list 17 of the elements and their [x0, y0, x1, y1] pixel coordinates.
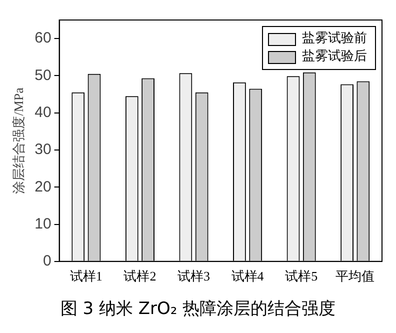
legend-label: 盐雾试验后	[302, 48, 367, 66]
y-axis-title: 涂层结合强度/MPa	[11, 87, 26, 194]
y-tick-label: 10	[34, 215, 52, 232]
x-tick-label: 试样2	[124, 268, 156, 284]
y-tick-label: 20	[34, 178, 52, 196]
x-tick-label: 试样4	[231, 268, 264, 284]
x-tick-label: 试样5	[285, 268, 318, 284]
legend-label: 盐雾试验前	[302, 30, 367, 48]
x-tick-label: 试样3	[178, 268, 210, 284]
y-tick-label: 40	[34, 104, 52, 121]
x-tick-label: 平均值	[336, 268, 375, 284]
y-tick-label: 50	[34, 66, 52, 84]
y-tick-label: 0	[42, 252, 52, 270]
x-tick-label: 试样1	[70, 268, 102, 284]
text: 图 3 纳米 ZrO₂ 热障涂层的结合强度	[59, 298, 337, 320]
y-tick-label: 60	[34, 30, 52, 47]
y-tick-label: 30	[34, 141, 52, 158]
